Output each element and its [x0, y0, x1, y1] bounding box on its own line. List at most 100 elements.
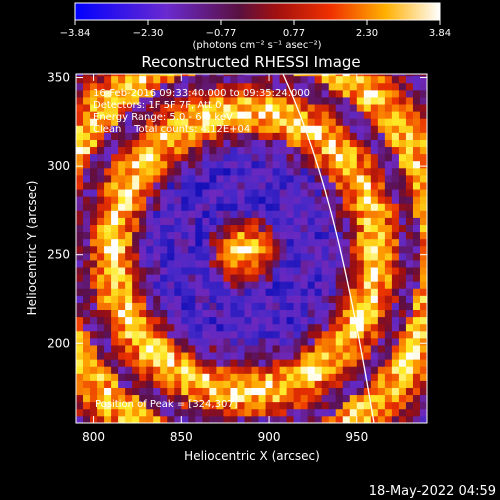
heatmap-cell: [370, 132, 379, 140]
heatmap-cell: [279, 387, 287, 396]
heatmap-cell: [349, 75, 358, 84]
heatmap-cell: [328, 394, 337, 403]
x-axis-label: Heliocentric X (arcsec): [184, 449, 320, 463]
heatmap-cell: [188, 203, 196, 211]
heatmap-cell: [146, 82, 154, 91]
heatmap-cell: [83, 295, 91, 303]
heatmap-cell: [202, 281, 210, 289]
heatmap-cell: [370, 82, 379, 91]
heatmap-cell: [279, 359, 287, 367]
heatmap-cell: [76, 189, 84, 197]
heatmap-cell: [258, 330, 266, 339]
heatmap-cell: [314, 174, 323, 183]
heatmap-cell: [202, 345, 210, 353]
heatmap-cell: [230, 174, 238, 183]
heatmap-cell: [167, 132, 175, 140]
heatmap-cell: [265, 373, 273, 381]
heatmap-cell: [132, 189, 140, 197]
heatmap-cell: [139, 366, 147, 374]
heatmap-cell: [377, 323, 386, 332]
heatmap-cell: [377, 366, 386, 374]
heatmap-cell: [307, 153, 316, 162]
heatmap-cell: [223, 238, 231, 247]
heatmap-cell: [398, 82, 407, 91]
heatmap-cell: [384, 125, 393, 133]
heatmap-cell: [279, 196, 287, 204]
heatmap-cell: [202, 111, 210, 119]
heatmap-cell: [286, 267, 295, 275]
heatmap-cell: [286, 167, 295, 176]
heatmap-cell: [104, 231, 112, 240]
heatmap-cell: [111, 359, 119, 367]
heatmap-cell: [244, 394, 252, 403]
heatmap-cell: [244, 125, 252, 133]
heatmap-cell: [335, 274, 344, 282]
heatmap-cell: [104, 302, 112, 311]
heatmap-cell: [405, 132, 414, 140]
heatmap-cell: [356, 132, 365, 140]
heatmap-cell: [384, 260, 393, 268]
heatmap-cell: [251, 359, 259, 367]
heatmap-cell: [377, 118, 386, 126]
heatmap-cell: [384, 74, 393, 77]
heatmap-cell: [153, 380, 161, 388]
heatmap-cell: [286, 309, 295, 318]
heatmap-cell: [349, 387, 358, 396]
heatmap-cell: [97, 160, 105, 169]
heatmap-cell: [167, 97, 175, 105]
heatmap-cell: [286, 104, 295, 112]
heatmap-cell: [286, 196, 295, 204]
heatmap-cell: [167, 196, 175, 204]
heatmap-cell: [293, 153, 302, 162]
heatmap-cell: [216, 125, 224, 133]
heatmap-cell: [384, 252, 393, 261]
heatmap-cell: [405, 352, 414, 360]
heatmap-cell: [97, 330, 105, 339]
heatmap-cell: [258, 167, 266, 176]
heatmap-cell: [265, 238, 273, 247]
heatmap-cell: [251, 160, 259, 169]
heatmap-cell: [258, 75, 266, 84]
heatmap-cell: [265, 281, 273, 289]
heatmap-cell: [104, 260, 112, 268]
heatmap-cell: [216, 132, 224, 140]
y-tick-label: 200: [47, 336, 70, 350]
heatmap-cell: [349, 125, 358, 133]
heatmap-cell: [76, 401, 84, 410]
heatmap-cell: [419, 401, 427, 410]
heatmap-cell: [202, 337, 210, 346]
heatmap-cell: [167, 394, 175, 403]
heatmap-cell: [405, 196, 414, 204]
heatmap-cell: [279, 231, 287, 240]
heatmap-cell: [321, 196, 330, 204]
heatmap-cell: [90, 401, 98, 410]
heatmap-cell: [76, 238, 84, 247]
heatmap-cell: [286, 260, 295, 268]
heatmap-cell: [111, 295, 119, 303]
heatmap-cell: [356, 408, 365, 417]
heatmap-cell: [223, 330, 231, 339]
heatmap-cell: [412, 75, 421, 84]
heatmap-cell: [279, 309, 287, 318]
heatmap-cell: [307, 146, 316, 155]
heatmap-cell: [342, 139, 351, 148]
heatmap-cell: [377, 231, 386, 240]
heatmap-cell: [237, 267, 245, 275]
heatmap-cell: [139, 118, 147, 126]
heatmap-cell: [349, 366, 358, 374]
heatmap-cell: [251, 146, 259, 155]
heatmap-cell: [76, 274, 84, 282]
heatmap-cell: [209, 330, 217, 339]
heatmap-cell: [160, 401, 168, 410]
heatmap-cell: [90, 281, 98, 289]
heatmap-cell: [384, 408, 393, 417]
heatmap-cell: [342, 267, 351, 275]
heatmap-cell: [132, 260, 140, 268]
heatmap-cell: [139, 174, 147, 183]
heatmap-cell: [244, 189, 252, 197]
heatmap-cell: [251, 139, 259, 148]
heatmap-cell: [188, 252, 196, 261]
heatmap-cell: [335, 182, 344, 190]
heatmap-cell: [419, 231, 427, 240]
heatmap-cell: [314, 75, 323, 84]
